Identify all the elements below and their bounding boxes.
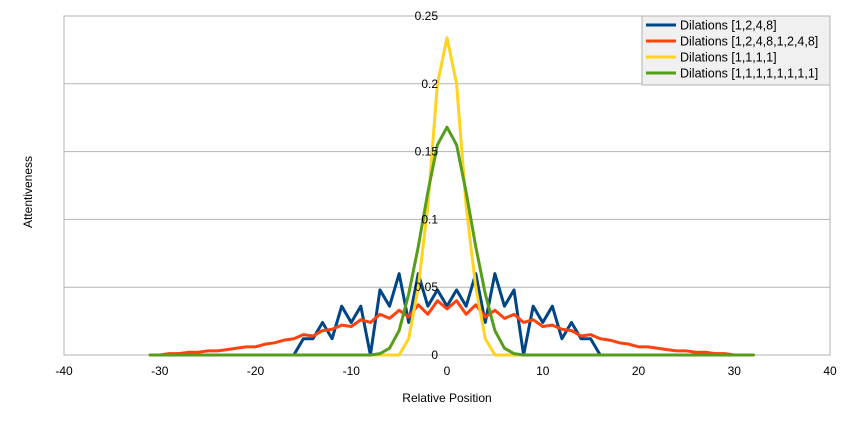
x-tick-label: -30 bbox=[151, 364, 169, 378]
plot-area-frame bbox=[63, 15, 831, 356]
x-tick-label: 20 bbox=[632, 364, 646, 378]
y-tick-label: 0.1 bbox=[421, 212, 438, 226]
y-axis-title: Attentiveness bbox=[21, 156, 35, 228]
series-line-2 bbox=[148, 299, 755, 357]
legend-label-4: Dilations [1,1,1,1,1,1,1,1] bbox=[680, 67, 818, 81]
series-layer bbox=[148, 36, 755, 357]
x-tick-label: -20 bbox=[247, 364, 265, 378]
x-tick-label: 40 bbox=[823, 364, 837, 378]
x-tick-label: 10 bbox=[536, 364, 550, 378]
x-axis-title: Relative Position bbox=[402, 391, 491, 405]
y-tick-label: 0.2 bbox=[421, 77, 438, 91]
legend: Dilations [1,2,4,8] Dilations [1,2,4,8,1,… bbox=[641, 15, 831, 86]
x-tick-label: 30 bbox=[728, 364, 742, 378]
x-tick-label: -40 bbox=[55, 364, 73, 378]
y-tick-label: 0.25 bbox=[415, 9, 439, 23]
y-tick-label: 0 bbox=[431, 348, 438, 362]
series-line-4 bbox=[148, 125, 755, 357]
y-tick-label: 0.05 bbox=[415, 280, 439, 294]
x-tick-label: 0 bbox=[444, 364, 451, 378]
x-tick-label: -10 bbox=[343, 364, 361, 378]
legend-label-3: Dilations [1,1,1,1] bbox=[680, 51, 777, 65]
x-axis-tick-labels: -40 -30 -20 -10 0 10 20 30 40 bbox=[55, 364, 837, 378]
legend-label-2: Dilations [1,2,4,8,1,2,4,8] bbox=[680, 35, 818, 49]
y-axis-tick-labels: 0 0.05 0.1 0.15 0.2 0.25 bbox=[415, 9, 439, 362]
legend-label-1: Dilations [1,2,4,8] bbox=[680, 19, 777, 33]
y-tick-label: 0.15 bbox=[415, 145, 439, 159]
